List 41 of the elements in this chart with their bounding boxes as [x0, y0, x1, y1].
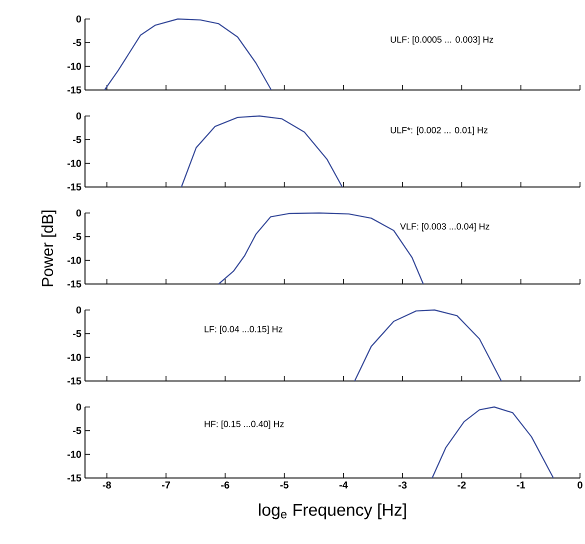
x-tick-label: -2	[458, 482, 466, 488]
y-tick-label: 0	[76, 209, 82, 217]
line-series	[104, 18, 272, 91]
line-series	[218, 212, 424, 285]
annotation: LF: [0.04 ...0.15] Hz	[204, 326, 282, 334]
y-tick-label: -5	[73, 136, 82, 144]
annotation: ULF: [0.0005 ... 0.003] Hz	[390, 36, 494, 44]
y-tick-label: 0	[76, 306, 82, 314]
y-tick-label: -10	[67, 450, 82, 458]
y-tick-label: -10	[67, 256, 82, 264]
annotation: HF: [0.15 ...0.40] Hz	[204, 420, 284, 429]
x-tick-label: -3	[398, 482, 407, 489]
y-tick-label: -10	[67, 160, 82, 167]
x-tick-label: -8	[102, 482, 112, 489]
y-tick-label: -10	[67, 62, 82, 70]
x-tick-label: -6	[221, 482, 230, 489]
y-axis-title: Power [dB]	[41, 210, 56, 286]
x-tick-label: -1	[516, 482, 526, 488]
x-axis-title: log$_{e}$ Frequency [Hz]	[259, 503, 406, 520]
line-series	[180, 115, 343, 188]
y-tick-label: -10	[67, 354, 82, 361]
y-tick-label: 0	[76, 15, 82, 23]
y-tick-label: 0	[76, 112, 82, 120]
y-tick-label: -15	[67, 378, 82, 384]
y-tick-label: -5	[73, 427, 82, 434]
annotation: VLF: [0.003 ...0.04] Hz	[400, 223, 490, 232]
y-tick-label: -15	[67, 86, 82, 94]
y-tick-label: -5	[73, 233, 82, 240]
x-tick-label: -4	[339, 482, 348, 488]
x-tick-label: -7	[162, 482, 170, 488]
y-tick-label: -15	[67, 184, 82, 190]
y-tick-label: -15	[67, 474, 82, 482]
x-tick-label: -5	[280, 482, 288, 488]
y-tick-label: -15	[67, 280, 82, 288]
line-series	[354, 309, 502, 382]
line-series	[432, 406, 554, 479]
y-tick-label: -5	[73, 330, 82, 338]
x-tick-label: 0	[578, 482, 582, 489]
y-tick-label: 0	[76, 403, 82, 411]
y-tick-label: -5	[73, 39, 82, 46]
annotation: ULF*: [0.002 ... 0.01] Hz	[390, 126, 488, 136]
